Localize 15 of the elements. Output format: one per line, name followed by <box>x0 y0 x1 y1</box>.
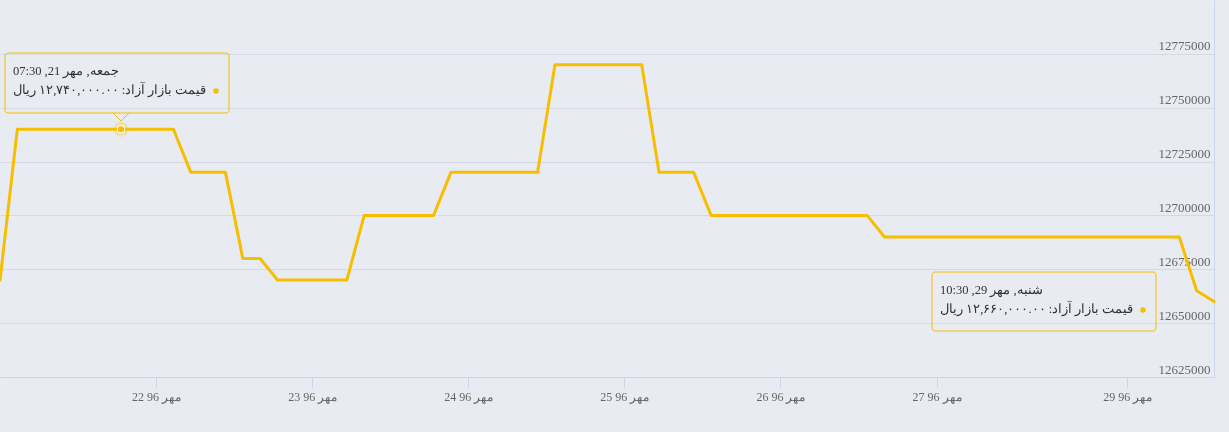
annotation: شنبه, مهر 29, 10:30 قیمت بازار آزاد: ۱۲,۶۶۰,۰۰۰.۰۰ ریال <box>940 283 1134 317</box>
x-tick-label: 22 مهر 96 <box>132 389 182 404</box>
y-tick-label: 12775000 <box>1158 38 1211 54</box>
x-tick-label: 23 مهر 96 <box>288 389 338 404</box>
x-tick-label: 25 مهر 96 <box>600 389 650 404</box>
x-tick-label: 29 مهر 96 <box>1103 389 1153 404</box>
annotation: جمعه, مهر 21, 07:30 قیمت بازار آزاد: ۱۲,۷۴۰,۰۰۰.۰۰ ریال <box>13 64 207 98</box>
y-tick-label: 12650000 <box>1158 307 1211 323</box>
y-tick-label: 12725000 <box>1158 146 1211 162</box>
x-tick-label: 27 مهر 96 <box>912 389 962 404</box>
y-tick-label: 12625000 <box>1158 361 1211 377</box>
y-tick-label: 12750000 <box>1158 92 1211 108</box>
x-tick-label: 26 مهر 96 <box>756 389 806 404</box>
y-tick-label: 12700000 <box>1158 199 1211 215</box>
x-tick-label: 24 مهر 96 <box>444 389 494 404</box>
